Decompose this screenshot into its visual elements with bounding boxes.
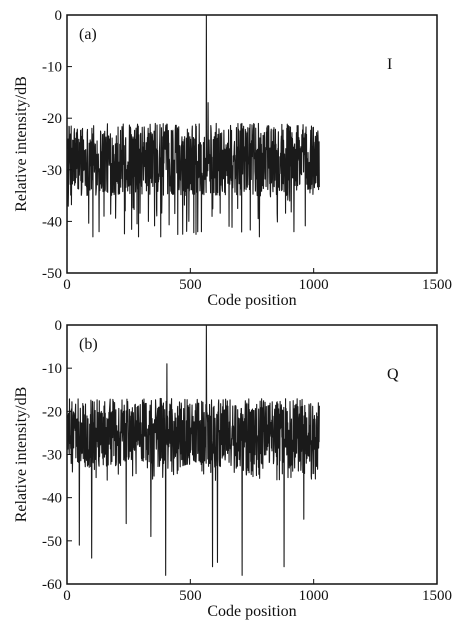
- series-line: [66, 14, 320, 238]
- x-tick-label: 500: [179, 588, 202, 604]
- x-tick-label: 0: [63, 588, 71, 604]
- y-tick-label: 0: [55, 8, 63, 24]
- x-ticks-b: 0 500 1000 1500: [63, 579, 452, 604]
- y-tick-label: -40: [42, 214, 62, 230]
- y-tick-label: 0: [55, 318, 63, 334]
- x-tick-label: 1000: [299, 588, 329, 604]
- panel-b: 0 500 1000 1500 0 -10 -20 -30 -40 -50 -60 Code po…: [13, 318, 452, 620]
- y-tick-label: -50: [42, 534, 62, 550]
- x-tick-label: 500: [179, 277, 202, 293]
- y-tick-label: -40: [42, 491, 62, 507]
- x-axis-label-b: Code position: [207, 603, 296, 620]
- y-tick-label: -20: [42, 404, 62, 420]
- y-ticks-a: 0 -10 -20 -30 -40 -50: [42, 8, 72, 282]
- y-tick-label: -50: [42, 266, 62, 282]
- x-tick-label: 1500: [422, 588, 452, 604]
- channel-label-a: I: [387, 56, 392, 73]
- x-tick-label: 1000: [299, 277, 329, 293]
- series-line-b: [66, 324, 320, 576]
- x-axis-label-a: Code position: [207, 292, 296, 309]
- y-tick-label: -10: [42, 361, 62, 377]
- series-line: [66, 324, 320, 576]
- panel-label-a: (a): [79, 26, 97, 43]
- y-axis-label-a: Relative intensity/dB: [13, 76, 30, 212]
- y-tick-label: -30: [42, 163, 62, 179]
- y-axis-label-b: Relative intensity/dB: [13, 387, 30, 523]
- y-tick-label: -60: [42, 577, 62, 593]
- x-ticks-a: 0 500 1000 1500: [63, 268, 452, 293]
- panel-label-b: (b): [79, 336, 98, 353]
- y-tick-label: -10: [42, 60, 62, 76]
- y-ticks-b: 0 -10 -20 -30 -40 -50 -60: [42, 318, 72, 593]
- series-line-a: [66, 14, 320, 238]
- y-tick-label: -20: [42, 111, 62, 127]
- plot-frame-a: [66, 14, 438, 274]
- y-tick-label: -30: [42, 448, 62, 464]
- x-tick-label: 0: [63, 277, 71, 293]
- x-tick-label: 1500: [422, 277, 452, 293]
- panel-a: 0 500 1000 1500 0 -10 -20 -30 -40 -50 Code posit…: [13, 8, 452, 309]
- channel-label-b: Q: [387, 366, 399, 383]
